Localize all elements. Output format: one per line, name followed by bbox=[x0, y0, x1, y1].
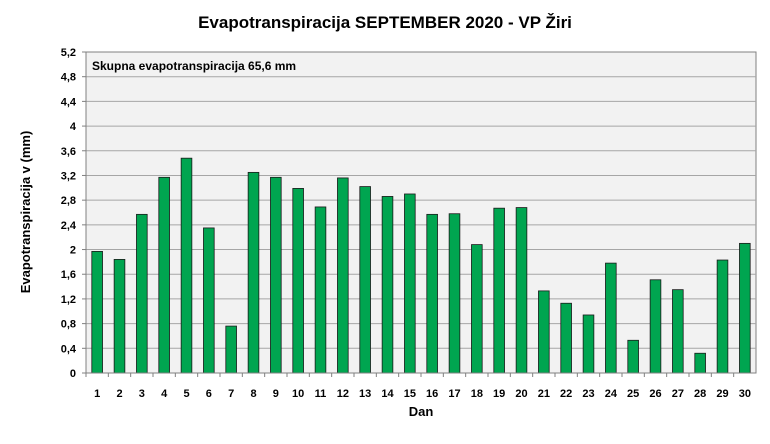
bar bbox=[270, 176, 282, 374]
x-tick-label: 10 bbox=[292, 388, 304, 400]
x-tick-label: 28 bbox=[694, 388, 706, 400]
bar bbox=[739, 242, 751, 374]
bar bbox=[225, 325, 237, 374]
bar bbox=[292, 188, 304, 374]
x-tick-label: 6 bbox=[206, 388, 212, 400]
bar bbox=[694, 352, 706, 374]
x-tick-label: 21 bbox=[538, 388, 550, 400]
x-tick-label: 17 bbox=[448, 388, 460, 400]
x-axis-title: Dan bbox=[409, 404, 434, 419]
y-tick-label: 0,8 bbox=[61, 319, 76, 331]
y-tick-label: 0 bbox=[70, 368, 76, 380]
bar bbox=[493, 207, 505, 374]
bar bbox=[203, 227, 215, 374]
x-tick-label: 24 bbox=[605, 388, 618, 400]
bar bbox=[136, 213, 148, 374]
grid-lines bbox=[86, 76, 756, 349]
y-tick-label: 2,4 bbox=[61, 220, 77, 232]
bars bbox=[91, 157, 751, 374]
x-tick-label: 29 bbox=[716, 388, 728, 400]
bar bbox=[448, 213, 461, 374]
x-tick-label: 15 bbox=[404, 388, 416, 400]
bar bbox=[582, 314, 595, 374]
x-tick-label: 8 bbox=[250, 388, 256, 400]
bar bbox=[180, 157, 193, 374]
plot-area bbox=[85, 51, 757, 374]
x-tick-label: 23 bbox=[582, 388, 594, 400]
x-tick-label: 13 bbox=[359, 388, 371, 400]
bar bbox=[337, 177, 349, 374]
x-tick-label: 20 bbox=[515, 388, 527, 400]
x-tick-label: 5 bbox=[183, 388, 189, 400]
y-tick-label: 1,2 bbox=[61, 294, 76, 306]
x-tick-label: 7 bbox=[228, 388, 234, 400]
y-axis-title: Evapotranspiracija v (mm) bbox=[18, 131, 33, 294]
bar bbox=[404, 193, 416, 374]
x-tick-label: 1 bbox=[94, 388, 100, 400]
bar bbox=[314, 206, 327, 374]
y-tick-label: 3,6 bbox=[61, 146, 76, 158]
x-tick-label: 25 bbox=[627, 388, 639, 400]
y-tick-label: 4 bbox=[70, 121, 77, 133]
bar bbox=[158, 176, 170, 374]
bar bbox=[359, 186, 371, 374]
x-tick-label: 16 bbox=[426, 388, 438, 400]
bar bbox=[672, 289, 684, 374]
bar bbox=[716, 259, 729, 374]
x-tick-label: 4 bbox=[161, 388, 168, 400]
x-tick-label: 18 bbox=[471, 388, 483, 400]
x-tick-label: 19 bbox=[493, 388, 505, 400]
total-annotation: Skupna evapotranspiracija 65,6 mm bbox=[92, 59, 296, 73]
bar bbox=[91, 250, 103, 374]
x-tick-label: 22 bbox=[560, 388, 572, 400]
bar bbox=[560, 302, 572, 374]
bar bbox=[471, 244, 483, 374]
y-tick-label: 4,8 bbox=[61, 72, 76, 84]
y-tick-label: 2,8 bbox=[61, 195, 76, 207]
x-tick-label: 9 bbox=[273, 388, 279, 400]
y-tick-label: 4,4 bbox=[61, 96, 77, 108]
bar bbox=[538, 290, 550, 374]
bar bbox=[627, 339, 639, 374]
y-tick-label: 5,2 bbox=[61, 47, 76, 59]
bar bbox=[247, 171, 260, 374]
y-tick-label: 1,6 bbox=[61, 269, 76, 281]
chart-title: Evapotranspiracija SEPTEMBER 2020 - VP Ž… bbox=[198, 13, 572, 32]
y-tick-label: 2 bbox=[70, 245, 76, 257]
x-tick-label: 26 bbox=[649, 388, 661, 400]
y-tick-labels: 0 0,4 0,8 1,2 1,6 2 2,4 2,8 3,2 3,6 4 4,4 4,8 5,2 bbox=[61, 47, 86, 380]
x-tick-label: 3 bbox=[139, 388, 145, 400]
x-tick-label: 11 bbox=[315, 388, 327, 400]
x-tick-labels: 1 2 3 4 5 6 7 8 9 10 11 12 13 14 15 16 17 18 19 20 21 22 23 24 2… bbox=[85, 373, 751, 400]
y-tick-label: 0,4 bbox=[61, 343, 77, 355]
bar bbox=[426, 213, 438, 374]
x-tick-label: 2 bbox=[116, 388, 122, 400]
x-tick-label: 14 bbox=[381, 388, 394, 400]
bar bbox=[113, 259, 126, 374]
bar bbox=[381, 196, 394, 374]
bar bbox=[605, 262, 617, 374]
x-tick-label: 30 bbox=[739, 388, 751, 400]
x-tick-label: 12 bbox=[337, 388, 349, 400]
x-tick-label: 27 bbox=[672, 388, 684, 400]
y-tick-label: 3,2 bbox=[61, 170, 76, 182]
bar bbox=[649, 279, 662, 374]
bar bbox=[515, 207, 528, 374]
